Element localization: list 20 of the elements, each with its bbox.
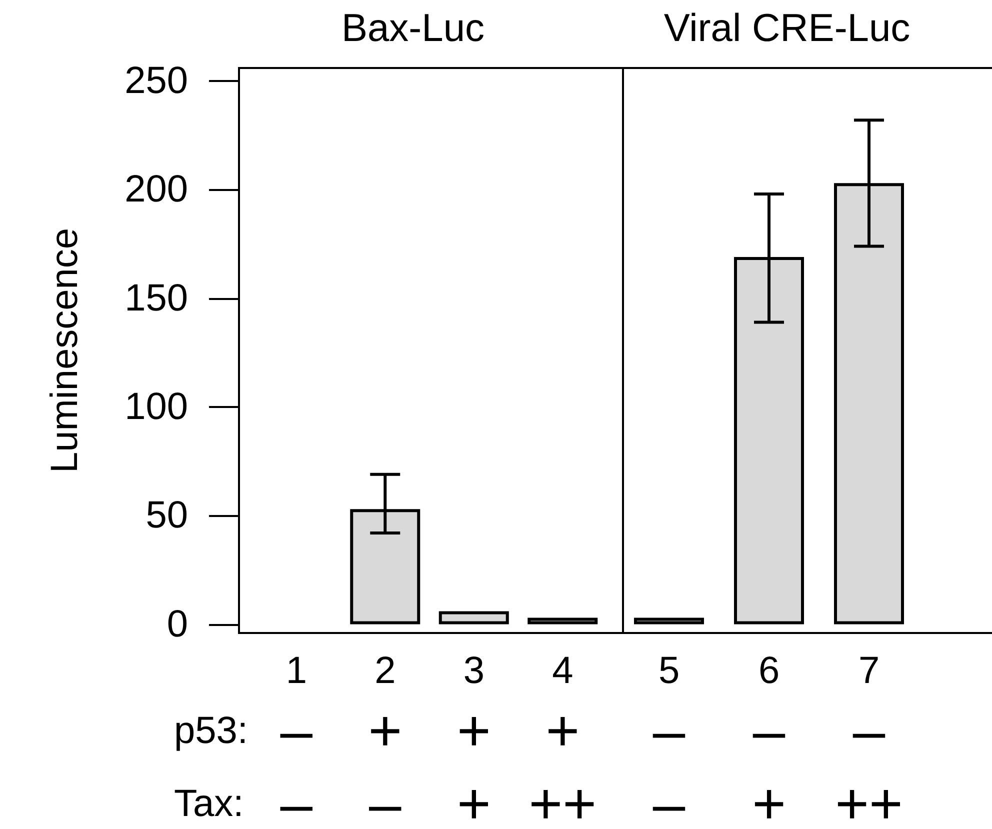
x-tick-label: 3 + + — [456, 650, 491, 829]
x-tick-label: 2 + – — [368, 650, 402, 829]
chart-title: Bax-Luc — [341, 7, 485, 50]
y-tick-label: 150 — [124, 277, 188, 320]
y-tick-label: 250 — [124, 60, 188, 102]
x-tick-label: 6 – + — [752, 650, 786, 829]
text: p53: — [174, 710, 248, 752]
y-tick-label: 100 — [124, 386, 188, 428]
y-tick-label: 200 — [124, 168, 188, 211]
x-tick-label: 1 – – — [280, 650, 314, 829]
bar — [438, 611, 509, 624]
y-axis-title: Luminescence — [44, 228, 86, 474]
x-tick-label: 5 – – — [652, 650, 686, 829]
text: Tax: — [174, 783, 244, 825]
x-tick-label: 4 + ++ — [528, 650, 596, 829]
chart-title: Viral CRE-Luc — [664, 7, 910, 50]
x-tick-label: 7 – ++ — [835, 650, 903, 829]
y-tick-label: 0 — [166, 603, 188, 646]
y-tick-label: 50 — [146, 494, 188, 537]
bar — [528, 618, 598, 624]
